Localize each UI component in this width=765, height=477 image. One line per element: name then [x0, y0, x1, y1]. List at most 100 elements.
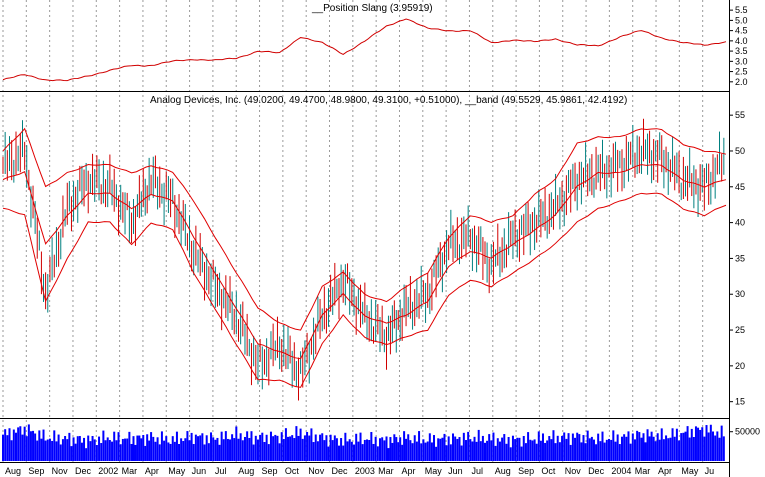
volume-bar	[486, 440, 489, 461]
volume-bar	[303, 435, 306, 461]
volume-bar	[243, 436, 246, 461]
volume-bar	[537, 431, 540, 461]
volume-bar	[599, 441, 602, 461]
volume-bar	[190, 432, 193, 461]
x-tick-label: Sep	[518, 466, 534, 476]
volume-bar	[407, 434, 410, 461]
volume-bar	[344, 432, 347, 461]
volume-bar	[437, 438, 440, 461]
volume-panel: 50000	[2, 424, 760, 461]
volume-bar	[291, 435, 294, 461]
volume-bar	[548, 436, 551, 461]
volume-bar	[481, 435, 484, 461]
volume-bar	[55, 441, 58, 461]
volume-bar	[104, 440, 107, 461]
volume-bar	[527, 432, 530, 461]
volume-bar	[496, 438, 499, 461]
volume-bar	[363, 439, 366, 461]
volume-bar	[665, 435, 668, 461]
volume-bar	[226, 438, 229, 461]
volume-bar	[353, 444, 356, 461]
volume-bar	[601, 431, 604, 461]
volume-bar	[192, 444, 195, 461]
x-tick-label: Apr	[401, 466, 415, 476]
volume-bar	[4, 429, 7, 461]
x-tick-label: Mar	[378, 466, 394, 476]
volume-bar	[319, 434, 322, 461]
volume-bar	[182, 441, 185, 461]
x-tick-label: Jul	[215, 466, 227, 476]
x-tick-label: Oct	[541, 466, 556, 476]
indicator-y-tick-label: 4.0	[735, 36, 748, 46]
volume-bar	[484, 442, 486, 461]
volume-bar	[342, 445, 345, 461]
volume-bar	[201, 433, 204, 461]
price-title: Analog Devices, Inc. (49.0200, 49.4700, …	[150, 95, 627, 106]
volume-bar	[507, 437, 510, 461]
volume-bar	[124, 438, 127, 461]
volume-bar	[405, 438, 408, 461]
volume-bar	[100, 443, 103, 461]
volume-bar	[76, 436, 79, 461]
volume-bar	[130, 443, 133, 461]
volume-bar	[428, 433, 431, 461]
volume-bar	[140, 438, 143, 461]
volume-bar	[87, 435, 90, 461]
volume-bar	[445, 445, 448, 461]
volume-bar	[682, 432, 685, 461]
volume-bar	[203, 444, 206, 461]
volume-bar	[529, 439, 532, 461]
volume-bar	[160, 431, 163, 461]
volume-bar	[399, 437, 402, 461]
volume-bar	[167, 442, 170, 461]
volume-bar	[113, 431, 116, 461]
volume-bar	[618, 444, 621, 461]
volume-bar	[558, 442, 561, 461]
volume-bar	[350, 441, 353, 461]
volume-bar	[310, 428, 313, 461]
volume-bar	[144, 445, 147, 461]
volume-bar	[98, 436, 101, 461]
volume-bar	[554, 443, 557, 461]
indicator-y-tick-label: 3.5	[735, 46, 748, 56]
volume-bar	[78, 436, 81, 461]
x-tick-label: Jul	[471, 466, 483, 476]
volume-bar	[397, 442, 400, 461]
volume-bar	[276, 435, 279, 461]
x-tick-label: Nov	[565, 466, 582, 476]
volume-bar	[111, 441, 114, 461]
volume-bar	[590, 436, 593, 461]
volume-bar	[333, 435, 336, 461]
volume-bar	[239, 433, 242, 461]
volume-bar	[475, 441, 478, 461]
volume-bar	[393, 434, 396, 461]
volume-bar	[272, 436, 275, 461]
volume-bar	[199, 435, 202, 461]
price-y-tick-label: 50	[735, 146, 745, 156]
x-tick-label: Dec	[75, 466, 92, 476]
volume-bar	[403, 431, 406, 461]
volume-bar	[184, 438, 187, 461]
volume-bar	[580, 442, 583, 461]
volume-bar	[652, 436, 655, 461]
volume-bar	[629, 443, 632, 461]
x-tick-label: May	[425, 466, 443, 476]
volume-bar	[119, 444, 122, 461]
x-tick-label: 2004	[611, 466, 631, 476]
volume-bar	[338, 445, 341, 461]
volume-bar	[74, 443, 77, 461]
x-tick-label: 2003	[355, 466, 375, 476]
volume-bar	[541, 433, 544, 461]
volume-bar	[335, 438, 338, 461]
volume-bar	[712, 431, 715, 461]
volume-bar	[477, 429, 480, 461]
volume-bar	[433, 435, 436, 461]
volume-bar	[205, 435, 208, 461]
volume-bar	[650, 431, 653, 461]
volume-bar	[692, 437, 695, 461]
volume-bar	[694, 426, 697, 461]
volume-bar	[108, 440, 111, 461]
volume-bar	[673, 436, 676, 461]
indicator-y-tick-label: 2.0	[735, 77, 748, 87]
volume-bar	[169, 443, 172, 461]
